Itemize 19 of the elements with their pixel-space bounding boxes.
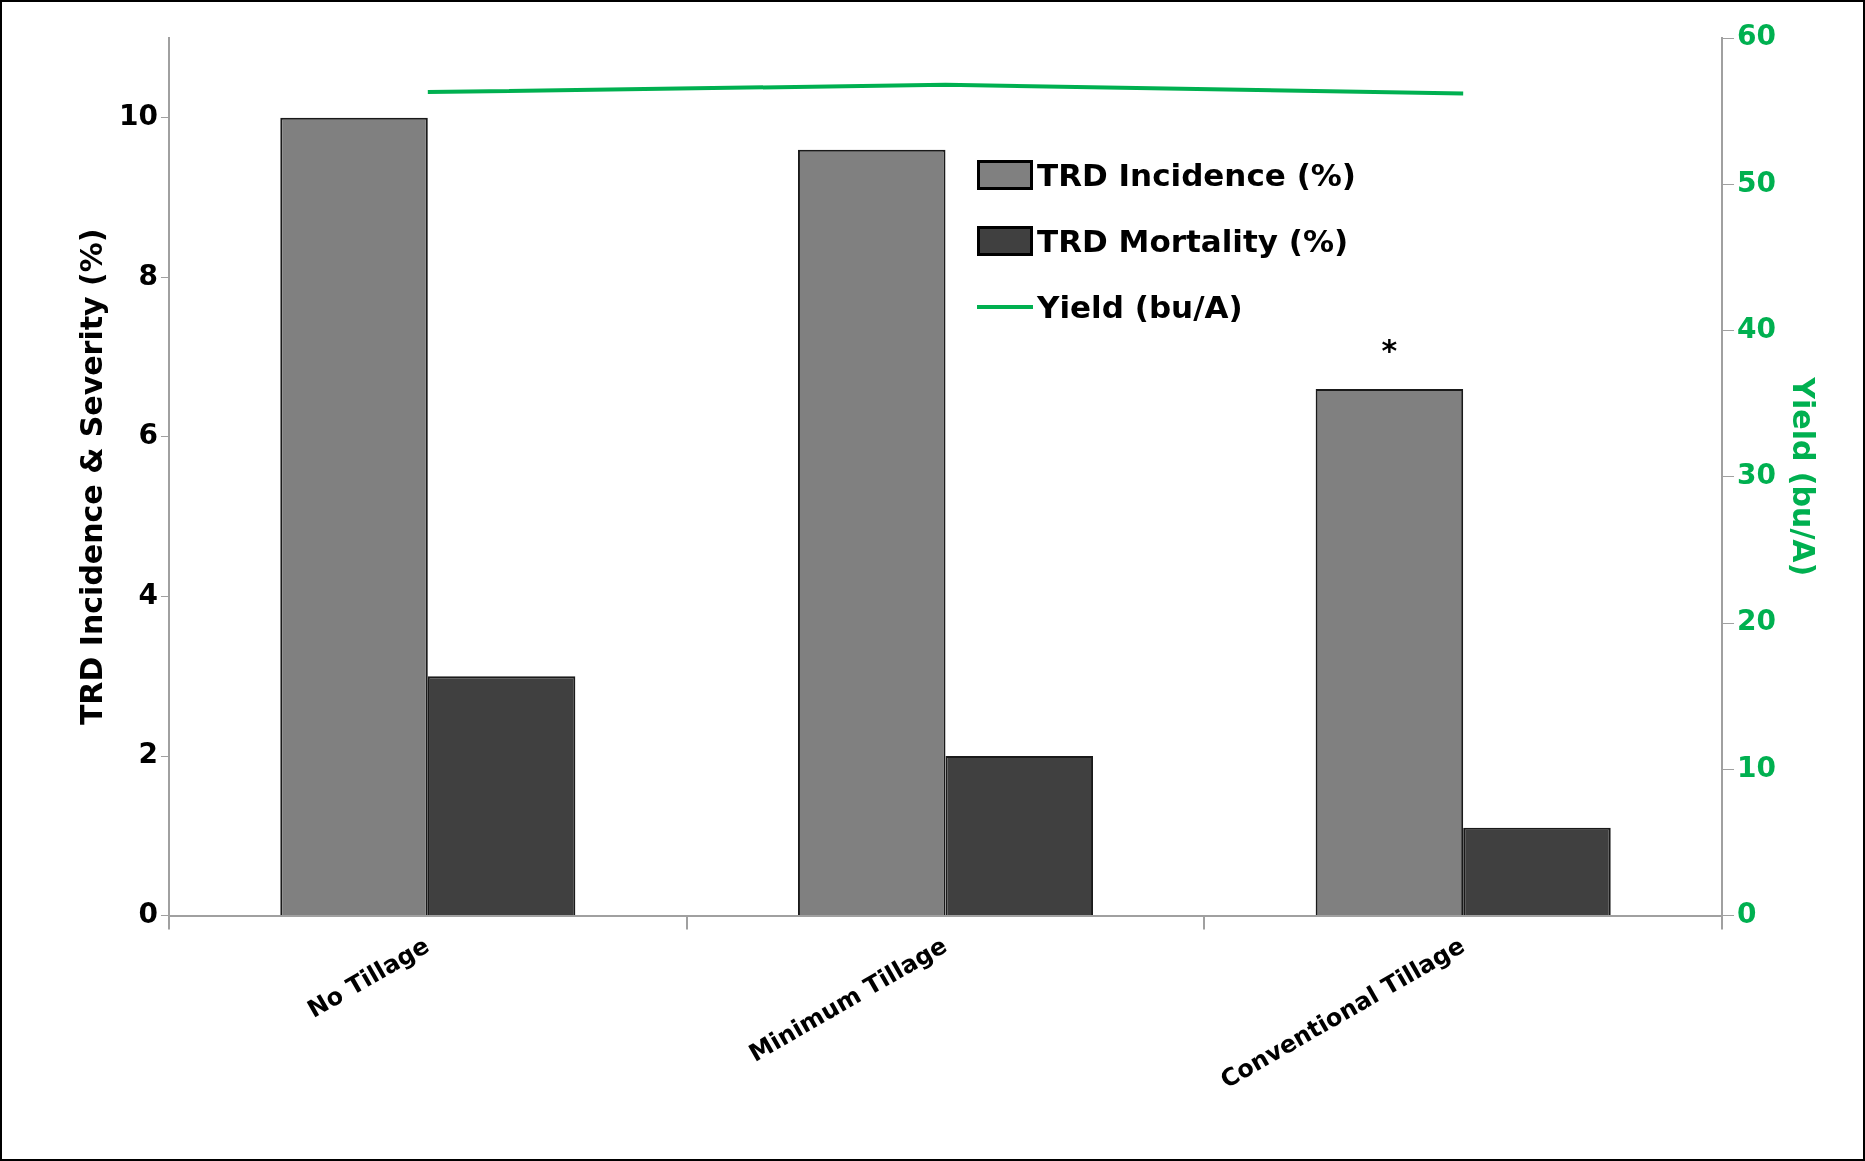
y2-tick-label: 30 <box>1737 458 1776 492</box>
y2-tick-label: 50 <box>1737 165 1776 199</box>
y2-axis-title: Yield (bu/A) <box>1786 376 1822 577</box>
y2-tick-label: 20 <box>1737 604 1776 638</box>
legend-label: Yield (bu/A) <box>1037 289 1243 325</box>
y-tick-label: 10 <box>119 99 158 133</box>
y-tick-label: 4 <box>138 577 158 611</box>
annotation: * <box>1381 332 1398 368</box>
y-tick-label: 6 <box>138 418 158 452</box>
y2-tick-label: 0 <box>1737 896 1757 930</box>
y2-tick-label: 10 <box>1737 750 1776 784</box>
y-tick-label: 8 <box>138 258 158 292</box>
y-axis-title: TRD Incidence & Severity (%) <box>73 228 109 726</box>
y-tick-label: 2 <box>138 737 158 771</box>
y-tick-label: 0 <box>138 896 158 930</box>
y2-tick-label: 40 <box>1737 311 1776 345</box>
y2-tick-label: 60 <box>1737 19 1776 53</box>
legend-label: TRD Incidence (%) <box>1037 157 1357 193</box>
legend-label: TRD Mortality (%) <box>1037 223 1349 259</box>
